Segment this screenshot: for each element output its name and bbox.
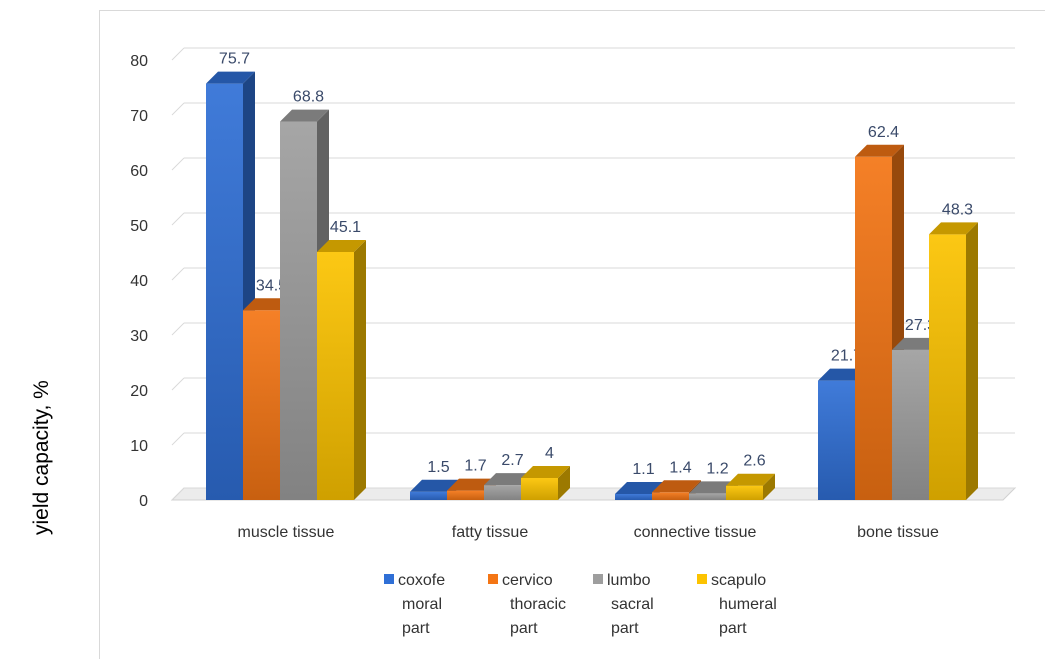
y-tick-label: 20	[130, 383, 148, 400]
bar-top	[689, 481, 738, 494]
gridline-diagonal	[171, 267, 185, 281]
bar-side	[354, 239, 366, 500]
bar	[484, 485, 521, 500]
bar-side	[966, 222, 978, 500]
y-tick-label: 0	[139, 493, 148, 510]
data-label: 1.1	[632, 461, 654, 478]
bar-top	[652, 480, 701, 493]
legend-label: humeral	[719, 596, 777, 613]
y-tick-label: 60	[130, 163, 148, 180]
bar	[615, 493, 652, 500]
data-label: 1.4	[669, 459, 691, 476]
data-label: 48.3	[942, 201, 973, 218]
y-tick-label: 40	[130, 273, 148, 290]
bar	[410, 491, 447, 500]
gridline-diagonal	[171, 47, 185, 61]
bar	[689, 493, 726, 500]
data-label: 75.7	[219, 51, 250, 68]
legend-label: cervico	[502, 572, 553, 589]
y-tick-label: 10	[130, 438, 148, 455]
legend-swatch	[697, 574, 707, 584]
bar-top	[484, 473, 533, 486]
bar-top	[521, 466, 570, 478]
bar	[652, 492, 689, 500]
legend-label: scapulo	[711, 572, 766, 589]
bar	[447, 490, 484, 500]
gridline-diagonal	[171, 322, 185, 336]
gridline-diagonal	[171, 102, 185, 116]
bar-top	[818, 368, 867, 381]
data-label: 21.7	[831, 348, 862, 365]
bar-top	[280, 109, 329, 122]
legend-label: coxofe	[398, 572, 445, 589]
y-tick-label: 50	[130, 218, 148, 235]
bar	[892, 349, 929, 500]
gridline-diagonal	[171, 377, 185, 391]
legend-label: part	[510, 620, 538, 637]
x-tick-label: muscle tissue	[238, 524, 335, 541]
legend-label: sacral	[611, 596, 654, 613]
bar-top	[243, 298, 292, 311]
legend-label: moral	[402, 596, 442, 613]
bar	[243, 310, 280, 500]
legend-label: part	[719, 620, 747, 637]
data-label: 45.1	[330, 219, 361, 236]
data-label: 34.5	[256, 277, 287, 294]
gridline-diagonal	[171, 157, 185, 171]
y-tick-label: 80	[130, 53, 148, 70]
data-label: 1.7	[464, 458, 486, 475]
bar	[855, 156, 892, 501]
data-label: 2.6	[743, 453, 765, 470]
legend-label: part	[611, 620, 639, 637]
bar-top	[929, 222, 978, 235]
x-tick-label: fatty tissue	[452, 524, 529, 541]
data-label: 2.7	[501, 452, 523, 469]
legend-label: part	[402, 620, 430, 637]
data-label: 1.2	[706, 460, 728, 477]
data-label: 27.3	[905, 317, 936, 334]
bar	[929, 234, 966, 500]
bar	[206, 83, 243, 501]
data-label: 68.8	[293, 89, 324, 106]
bar-side	[763, 473, 775, 500]
legend-swatch	[593, 574, 603, 584]
bar-top	[410, 479, 459, 492]
bar-top	[892, 337, 941, 350]
y-tick-label: 70	[130, 108, 148, 125]
bar-top	[615, 481, 664, 494]
bar-top	[206, 71, 255, 84]
bar-top	[317, 239, 366, 252]
bar	[521, 478, 558, 500]
x-tick-label: connective tissue	[634, 524, 757, 541]
legend-swatch	[384, 574, 394, 584]
y-tick-label: 30	[130, 328, 148, 345]
legend-label: thoracic	[510, 596, 566, 613]
data-label: 62.4	[868, 124, 899, 141]
x-tick-label: bone tissue	[857, 524, 939, 541]
bar-top	[447, 478, 496, 491]
gridline-diagonal	[171, 432, 185, 446]
gridline-diagonal	[171, 487, 185, 501]
bar-top	[726, 473, 775, 486]
bar	[317, 251, 354, 500]
data-label: 1.5	[427, 459, 449, 476]
legend-label: lumbo	[607, 572, 651, 589]
bar	[726, 485, 763, 500]
gridline-diagonal	[171, 212, 185, 226]
bar-top	[855, 144, 904, 157]
legend-swatch	[488, 574, 498, 584]
chart-frame	[99, 10, 1045, 659]
bar	[818, 380, 855, 500]
bar-side	[558, 466, 570, 500]
data-label: 4	[545, 445, 554, 462]
bar	[280, 121, 317, 500]
